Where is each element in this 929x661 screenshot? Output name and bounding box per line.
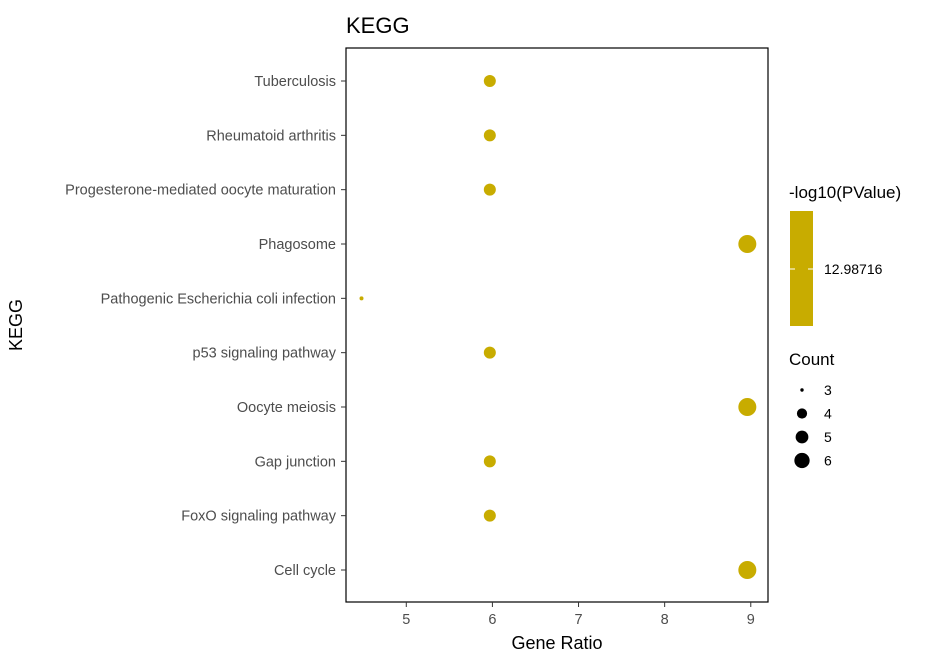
y-tick-label: Oocyte meiosis — [237, 400, 336, 416]
y-tick-label: Cell cycle — [274, 563, 336, 579]
y-tick-label: FoxO signaling pathway — [181, 509, 336, 525]
y-tick-label: Gap junction — [255, 454, 336, 470]
y-tick-label: p53 signaling pathway — [193, 346, 337, 362]
y-axis-title: KEGG — [6, 299, 26, 351]
x-tick-label: 5 — [402, 612, 410, 628]
data-point — [359, 296, 364, 301]
size-legend-dot — [795, 430, 809, 444]
y-tick-label: Rheumatoid arthritis — [206, 128, 336, 144]
data-point — [483, 346, 496, 359]
x-tick-label: 9 — [747, 612, 755, 628]
size-legend-label: 6 — [824, 453, 832, 469]
colorbar-label: 12.98716 — [824, 261, 883, 277]
plot-panel — [345, 47, 769, 603]
data-point — [483, 129, 496, 142]
x-tick-label: 6 — [488, 612, 496, 628]
chart-title: KEGG — [346, 13, 410, 38]
data-point — [483, 183, 496, 196]
data-point — [483, 509, 496, 522]
size-legend: Count 3 4 5 6 — [789, 350, 835, 469]
data-point — [483, 455, 496, 468]
data-point — [738, 561, 757, 579]
color-legend-title: -log10(PValue) — [789, 183, 901, 202]
size-legend-dot — [794, 452, 810, 469]
data-point — [483, 75, 496, 87]
size-legend-label: 4 — [824, 406, 832, 422]
x-tick-label: 8 — [661, 612, 669, 628]
size-legend-title: Count — [789, 350, 835, 369]
data-point — [738, 398, 757, 416]
y-tick-label: Progesterone-mediated oocyte maturation — [65, 183, 336, 199]
x-axis-title: Gene Ratio — [511, 633, 602, 653]
color-legend: -log10(PValue) 12.98716 — [789, 183, 901, 326]
size-legend-dot — [796, 408, 808, 419]
size-legend-label: 5 — [824, 429, 832, 445]
data-points — [359, 75, 757, 579]
y-tick-label: Phagosome — [259, 237, 336, 253]
size-legend-dot — [800, 388, 804, 392]
x-axis: 5 6 7 8 9 — [402, 602, 755, 628]
data-point — [738, 235, 757, 253]
y-tick-label: Pathogenic Escherichia coli infection — [101, 291, 336, 307]
size-legend-label: 3 — [824, 382, 832, 398]
y-tick-label: Tuberculosis — [254, 74, 336, 90]
y-axis: Tuberculosis Rheumatoid arthritis Progeste… — [65, 74, 346, 579]
colorbar — [790, 211, 813, 326]
x-tick-label: 7 — [574, 612, 582, 628]
